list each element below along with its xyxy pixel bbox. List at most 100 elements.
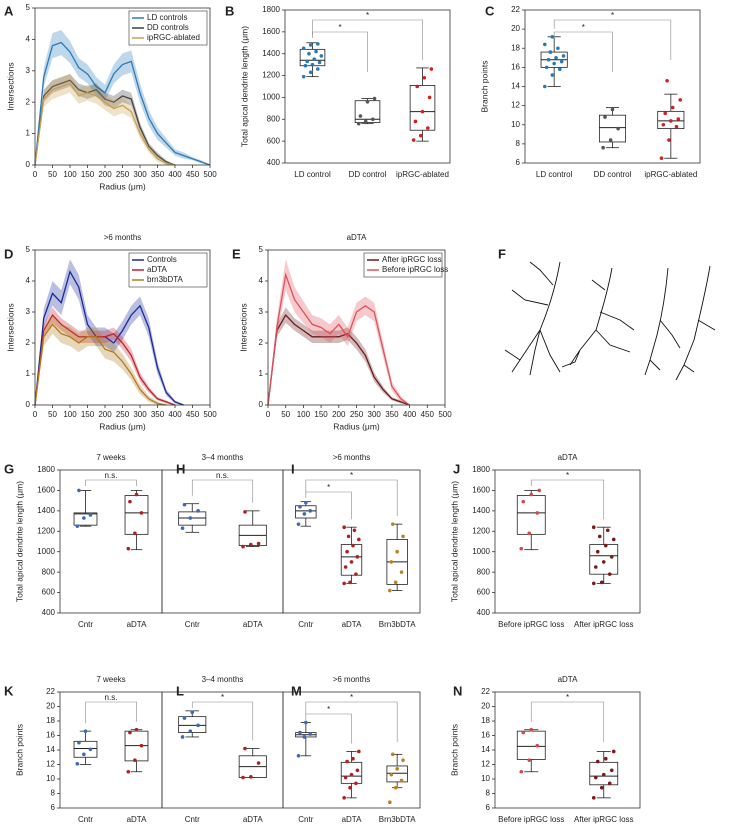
x-tick-label: 500	[203, 170, 217, 179]
data-point	[256, 761, 261, 765]
data-point	[395, 549, 399, 554]
significance-bracket	[312, 31, 368, 72]
significance-bracket	[553, 19, 672, 60]
significance-label: *	[582, 23, 585, 32]
data-point	[126, 769, 131, 774]
data-point	[607, 572, 612, 576]
data-point	[595, 759, 600, 764]
y-tick-label: 2	[259, 338, 264, 347]
plot-frame	[267, 249, 446, 406]
y-axis-label: Branch points	[449, 724, 459, 776]
y-tick-label: 8	[51, 789, 56, 798]
data-point	[667, 138, 671, 142]
chart-title: aDTA	[347, 233, 368, 242]
y-tick-label: 2	[26, 338, 31, 347]
y-tick-label: 1800	[472, 465, 490, 474]
x-tick-label: 200	[98, 410, 112, 419]
data-point	[351, 543, 355, 548]
x-tick-label: After ipRGC loss	[574, 815, 634, 824]
x-tick-label: Brn3bDTA	[379, 815, 416, 824]
data-point	[249, 775, 253, 779]
data-point	[77, 740, 81, 745]
chart-title: 7 weeks	[96, 675, 125, 684]
data-point	[607, 781, 612, 786]
legend-label: brn3bDTA	[147, 275, 184, 284]
legend-label: DD controls	[147, 23, 189, 32]
data-point	[542, 84, 547, 89]
data-point	[529, 727, 534, 732]
x-tick-label: Cntr	[185, 620, 200, 629]
data-point	[601, 560, 606, 564]
x-tick-label: Before ipRGC loss	[498, 815, 564, 824]
data-point	[371, 117, 375, 122]
x-tick-label: ipRGC-ablated	[396, 170, 449, 179]
data-point	[314, 49, 318, 54]
y-tick-label: 5	[26, 3, 31, 12]
chart-title: 3–4 months	[202, 675, 244, 684]
significance-bracket	[305, 713, 352, 744]
data-point	[75, 761, 80, 766]
x-tick-label: aDTA	[243, 815, 264, 824]
significance-bracket	[85, 479, 137, 486]
panel-label: N	[453, 683, 462, 698]
data-point	[676, 117, 681, 121]
y-tick-label: 14	[511, 82, 520, 91]
x-tick-label: Cntr	[185, 815, 200, 824]
x-axis-label: Radius (μm)	[99, 421, 146, 431]
significance-label: n.s.	[105, 693, 118, 702]
significance-label: n.s.	[216, 471, 229, 480]
x-tick-label: 250	[350, 410, 364, 419]
box	[598, 114, 627, 143]
data-point	[395, 767, 399, 771]
y-tick-label: 600	[477, 588, 491, 597]
y-tick-label: 1400	[472, 506, 490, 515]
x-tick-label: 50	[48, 170, 57, 179]
data-point	[305, 59, 309, 64]
panel-label: F	[498, 246, 506, 261]
data-point	[296, 522, 301, 526]
data-point	[611, 749, 616, 754]
data-point	[393, 580, 398, 585]
y-tick-label: 600	[267, 136, 281, 145]
data-point	[591, 796, 596, 800]
data-point	[243, 746, 247, 751]
data-point	[674, 124, 679, 129]
data-point	[298, 730, 302, 735]
data-point	[298, 504, 302, 509]
significance-label: *	[350, 471, 353, 480]
plot-frame	[34, 249, 211, 406]
data-point	[670, 105, 675, 110]
y-tick-label: 800	[42, 567, 56, 576]
x-tick-label: aDTA	[342, 815, 363, 824]
y-tick-label: 400	[42, 608, 56, 617]
data-point	[243, 510, 247, 514]
x-tick-label: Cntr	[298, 815, 313, 824]
data-point	[304, 500, 308, 505]
x-tick-label: LD control	[294, 170, 331, 179]
significance-label: *	[366, 11, 369, 20]
significance-bracket	[191, 479, 254, 503]
data-point	[310, 62, 315, 67]
data-point	[188, 516, 193, 520]
legend-label: ipRGC-ablated	[147, 33, 200, 42]
data-point	[342, 525, 346, 529]
legend-label: aDTA	[147, 265, 168, 274]
plot-frame	[59, 469, 163, 614]
data-point	[82, 752, 86, 757]
data-point	[557, 67, 562, 72]
x-tick-label: Before ipRGC loss	[498, 620, 564, 629]
legend-label: After ipRGC loss	[382, 255, 442, 264]
y-tick-label: 6	[51, 803, 56, 812]
data-point	[422, 75, 427, 80]
data-point	[388, 800, 392, 804]
data-point	[180, 526, 185, 531]
x-tick-label: 150	[314, 410, 328, 419]
data-point	[593, 775, 598, 780]
data-point	[561, 54, 566, 58]
y-tick-label: 400	[267, 158, 281, 167]
data-point	[372, 96, 377, 101]
box	[386, 765, 408, 783]
y-tick-label: 1600	[262, 27, 280, 36]
legend-label: LD controls	[147, 13, 187, 22]
x-tick-label: 150	[81, 410, 95, 419]
